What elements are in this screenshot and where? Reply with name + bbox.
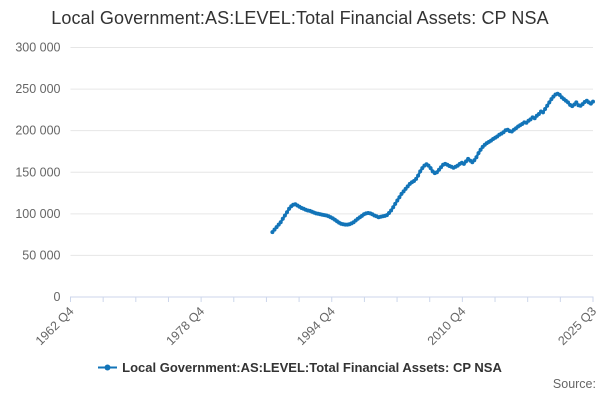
series-point: [393, 201, 398, 206]
series-point: [547, 100, 552, 105]
y-axis-tick-label: 0: [54, 290, 61, 304]
series-point: [395, 198, 400, 203]
series-point: [474, 155, 479, 160]
series-point: [591, 99, 595, 104]
series-point: [574, 100, 579, 105]
series-point: [282, 213, 287, 218]
legend-item-label: Local Government:AS:LEVEL:Total Financia…: [122, 360, 502, 375]
series-point: [391, 205, 396, 210]
series-point: [397, 195, 402, 200]
series-point: [545, 103, 550, 108]
legend-marker-dot: [104, 364, 111, 371]
y-axis-tick-label: 300 000: [15, 41, 60, 55]
source-label: Source:: [552, 377, 596, 391]
series-point: [414, 176, 419, 181]
y-axis-tick-label: 200 000: [15, 124, 60, 138]
series-point: [278, 220, 283, 225]
x-axis-tick-label: 1962 Q4: [33, 304, 77, 348]
x-axis-tick-label: 1978 Q4: [163, 304, 207, 348]
y-axis-tick-label: 50 000: [22, 248, 60, 262]
series-point: [476, 151, 481, 156]
x-axis-tick-label: 2025 Q3: [555, 304, 599, 348]
y-axis-tick-label: 150 000: [15, 165, 60, 179]
series-point: [416, 173, 421, 178]
line-series-marker-icon: [98, 364, 118, 371]
chart-title: Local Government:AS:LEVEL:Total Financia…: [51, 8, 549, 28]
series-point: [543, 107, 548, 111]
x-axis-tick-label: 2010 Q4: [425, 304, 469, 348]
series-point: [389, 208, 394, 213]
series-point: [418, 169, 423, 174]
series-point: [285, 210, 289, 215]
x-axis-tick-label: 1994 Q4: [294, 304, 338, 348]
series-point: [478, 147, 483, 152]
series-line[interactable]: [271, 92, 595, 234]
series-point: [472, 158, 477, 163]
y-axis-tick-label: 250 000: [15, 82, 60, 96]
series-point: [280, 216, 285, 221]
y-axis-tick-label: 100 000: [15, 207, 60, 221]
series-point: [541, 110, 545, 115]
legend-item[interactable]: Local Government:AS:LEVEL:Total Financia…: [98, 360, 502, 375]
legend: Local Government:AS:LEVEL:Total Financia…: [0, 360, 600, 375]
series-point: [428, 166, 433, 171]
